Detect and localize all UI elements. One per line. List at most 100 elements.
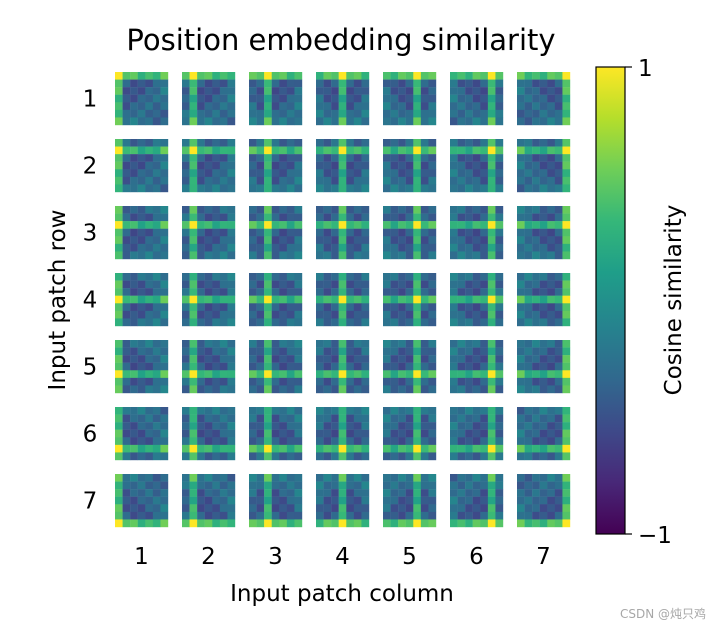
heatmap-cell (204, 109, 213, 118)
heatmap-cell (472, 102, 481, 111)
heatmap-cell (480, 251, 489, 260)
heatmap-cell (554, 139, 563, 147)
heatmap-cell (517, 318, 525, 327)
heatmap-cell (547, 452, 556, 461)
heatmap-cell (130, 243, 138, 252)
heatmap-cell (524, 184, 533, 193)
heatmap-cell (390, 102, 399, 111)
heatmap-cell (457, 318, 466, 327)
heatmap-cell (152, 407, 161, 415)
heatmap-cell (130, 318, 138, 327)
heatmap-cell (227, 414, 236, 423)
heatmap-cell (331, 228, 339, 237)
column-tick-label: 3 (268, 544, 283, 570)
heatmap-cell (413, 109, 422, 118)
heatmap-cell (279, 377, 288, 386)
heatmap-cell (189, 340, 198, 348)
heatmap-cell (219, 236, 228, 245)
heatmap-cell (562, 303, 571, 312)
heatmap-cell (256, 213, 265, 222)
heatmap-cell (346, 429, 355, 438)
heatmap-cell (130, 355, 138, 363)
heatmap-cell (316, 109, 324, 118)
heatmap-cell (137, 481, 146, 490)
heatmap-cell (137, 94, 146, 103)
heatmap-cell (487, 79, 496, 88)
heatmap-cell (472, 496, 481, 505)
heatmap-panel-7-7 (517, 474, 571, 528)
heatmap-cell (495, 117, 504, 126)
heatmap-cell (197, 347, 205, 356)
heatmap-cell (547, 377, 556, 386)
heatmap-cell (405, 288, 414, 296)
heatmap-cell (472, 347, 481, 356)
heatmap-cell (145, 303, 154, 312)
heatmap-cell (338, 154, 347, 162)
heatmap-cell (115, 117, 123, 126)
heatmap-cell (130, 362, 138, 371)
heatmap-cell (524, 340, 533, 348)
heatmap-cell (130, 288, 138, 296)
heatmap-cell (256, 452, 265, 461)
heatmap-cell (383, 489, 391, 497)
heatmap-cell (137, 407, 146, 415)
heatmap-cell (279, 288, 288, 296)
heatmap-cell (495, 504, 504, 513)
heatmap-cell (562, 169, 571, 178)
heatmap-cell (472, 79, 481, 88)
heatmap-cell (182, 109, 190, 118)
column-tick-label: 7 (536, 544, 551, 570)
heatmap-cell (487, 288, 496, 296)
heatmap-cell (398, 154, 406, 162)
heatmap-cell (160, 414, 169, 423)
heatmap-cell (539, 161, 548, 170)
heatmap-cell (562, 370, 571, 379)
heatmap-cell (562, 146, 571, 155)
heatmap-cell (130, 161, 138, 170)
heatmap-cell (420, 109, 429, 118)
heatmap-cell (137, 437, 146, 446)
heatmap-cell (517, 303, 525, 312)
heatmap-cell (115, 154, 123, 162)
heatmap-cell (539, 489, 548, 497)
heatmap-cell (547, 117, 556, 126)
heatmap-cell (279, 221, 288, 229)
heatmap-cell (547, 444, 556, 453)
heatmap-cell (547, 161, 556, 170)
heatmap-cell (495, 146, 504, 155)
heatmap-cell (428, 370, 437, 379)
heatmap-cell (390, 117, 399, 126)
heatmap-cell (182, 504, 190, 513)
heatmap-cell (152, 146, 161, 155)
heatmap-cell (115, 176, 123, 185)
heatmap-cell (539, 295, 548, 304)
heatmap-cell (383, 280, 391, 289)
heatmap-cell (316, 161, 324, 170)
heatmap-cell (182, 273, 190, 281)
heatmap-cell (264, 496, 272, 505)
heatmap-cell (271, 437, 280, 446)
heatmap-cell (160, 79, 169, 88)
heatmap-cell (554, 94, 563, 103)
heatmap-cell (316, 251, 324, 260)
heatmap-cell (331, 280, 339, 289)
heatmap-cell (472, 422, 481, 430)
heatmap-panel-4-5 (383, 273, 437, 327)
heatmap-cell (353, 102, 362, 111)
heatmap-cell (197, 429, 205, 438)
heatmap-cell (204, 139, 213, 147)
heatmap-cell (420, 206, 429, 214)
heatmap-panel-6-6 (450, 407, 504, 461)
heatmap-cell (495, 184, 504, 193)
heatmap-cell (532, 161, 540, 170)
heatmap-cell (160, 280, 169, 289)
heatmap-cell (465, 206, 473, 214)
heatmap-cell (562, 496, 571, 505)
heatmap-cell (197, 280, 205, 289)
heatmap-cell (279, 176, 288, 185)
heatmap-cell (465, 496, 473, 505)
heatmap-cell (271, 444, 280, 453)
heatmap-cell (428, 355, 437, 363)
heatmap-cell (249, 422, 257, 430)
heatmap-cell (517, 236, 525, 245)
